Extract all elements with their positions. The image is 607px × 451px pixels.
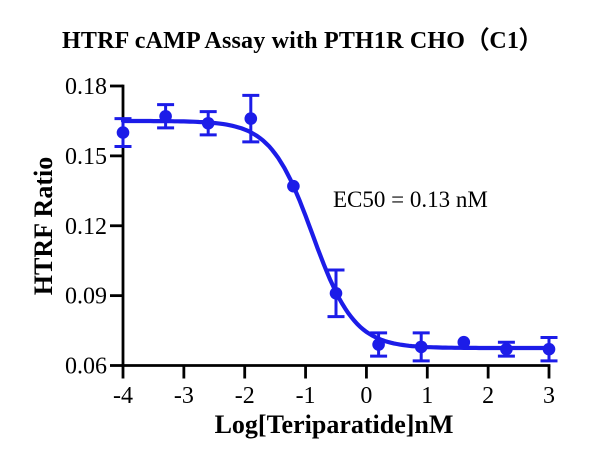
x-tick-label: 2 xyxy=(482,383,494,409)
x-tick-label: -3 xyxy=(174,383,194,409)
y-tick-label: 0.15 xyxy=(65,144,107,170)
y-tick-label: 0.12 xyxy=(65,214,107,240)
y-tick-label: 0.18 xyxy=(65,74,107,100)
data-point xyxy=(500,342,513,356)
data-point xyxy=(287,179,300,193)
x-tick-label: 3 xyxy=(543,383,555,409)
x-axis-title: Log[Teriparatide]nM xyxy=(214,410,454,439)
data-point xyxy=(116,126,130,139)
data-point xyxy=(201,116,215,130)
x-tick-label: 1 xyxy=(421,383,433,409)
ec50-annotation: EC50 = 0.13 nM xyxy=(333,187,488,212)
x-tick-label: -1 xyxy=(296,383,316,409)
data-point xyxy=(244,112,258,125)
data-point xyxy=(542,342,556,356)
data-point xyxy=(457,335,471,349)
data-point xyxy=(372,338,385,351)
data-point xyxy=(414,340,428,354)
y-tick-label: 0.09 xyxy=(65,284,107,310)
x-tick-label: -2 xyxy=(235,383,255,409)
y-tick-label: 0.06 xyxy=(65,354,107,380)
x-tick-label: -4 xyxy=(113,383,133,409)
x-tick-label: 0 xyxy=(360,383,372,409)
chart-title: HTRF cAMP Assay with PTH1R CHO（C1） xyxy=(62,28,544,54)
data-point xyxy=(159,109,172,123)
data-point xyxy=(329,286,343,300)
